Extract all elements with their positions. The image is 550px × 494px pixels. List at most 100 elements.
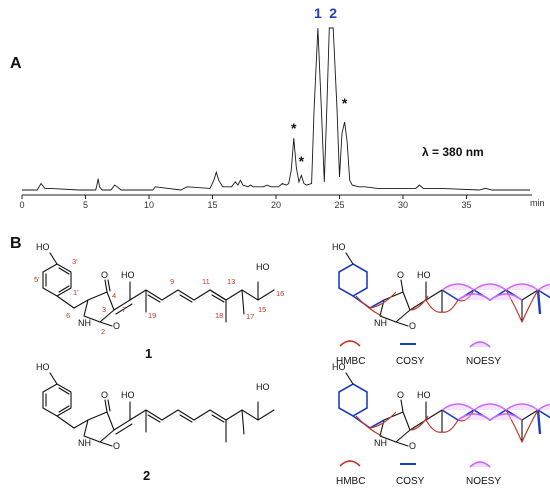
hmbc-arrow (409, 295, 429, 311)
hmbc-arrow (457, 409, 475, 422)
hmbc-arrow (355, 415, 383, 437)
chromatogram: 0 5 10 15 20 25 30 35 min 1 2 * * * λ = 380 nm (19, 5, 544, 210)
num-17: 17 (246, 312, 254, 321)
noesy-arrow (505, 283, 539, 291)
hmbc-arrows-2 (355, 409, 539, 443)
noesy-arrows-1 (441, 283, 550, 301)
hmbc-arrow (441, 419, 459, 433)
noesy-arrow (441, 403, 475, 411)
enol-oh-label-2: HO (121, 390, 135, 400)
hmbc-arrow (409, 415, 429, 431)
hydroxy-label: HO (36, 242, 50, 252)
num-16: 16 (276, 289, 284, 298)
correlation-structure-2: HO NH O O HO HO (332, 362, 550, 451)
legend-hmbc: HMBC (336, 356, 365, 367)
corr2-ho-label: HO (332, 362, 346, 372)
noesy-arrow (457, 413, 491, 421)
corr2-o2-label: O (409, 441, 416, 451)
legend2-cosy: COSY (396, 476, 425, 487)
carbonyl-o-top-2: O (101, 390, 108, 400)
hmbc-legend-symbol-2 (339, 460, 361, 467)
hydroxy-label-2: HO (36, 362, 50, 372)
x-unit: min (530, 198, 545, 208)
x-tick-label: 20 (271, 200, 281, 210)
noesy-arrow (473, 403, 507, 411)
panel-label-b: B (10, 235, 22, 252)
noesy-arrow (441, 283, 475, 291)
compound-2-label: 2 (143, 468, 150, 483)
impurity-marker: * (299, 153, 305, 169)
compound-1-label: 1 (145, 346, 152, 361)
legend2-noesy: NOESY (466, 476, 501, 487)
num-18: 18 (215, 311, 223, 320)
structure-2: HO NH O O HO HO 2 (36, 362, 275, 483)
pyrrolidinedione-ring (83, 291, 115, 323)
corr2-nh-label: NH (374, 438, 387, 448)
hmbc-arrow (441, 299, 459, 313)
structure-1: HO 3' 5' 1' 6 NH O 4 O 3 2 HO 7 19 9 11 … (34, 242, 284, 361)
enol-oh-label: HO (121, 270, 135, 280)
corr1-o1-label: O (397, 270, 404, 280)
legend-1: HMBC COSY NOESY (336, 340, 501, 367)
legend-cosy: COSY (396, 356, 425, 367)
num-1p: 1' (73, 288, 79, 297)
x-tick-label: 30 (398, 200, 408, 210)
carbonyl-o-top: O (101, 270, 108, 280)
phenol-ring-2 (42, 383, 72, 417)
noesy-arrow (473, 283, 507, 291)
nh-label: NH (78, 318, 91, 328)
impurity-marker: * (291, 120, 297, 136)
x-ticks: 0 5 10 15 20 25 30 35 (19, 195, 472, 210)
impurity-marker: * (342, 95, 348, 111)
legend2-hmbc: HMBC (336, 476, 365, 487)
panel-label-a: A (10, 55, 22, 72)
num-5p: 5' (34, 275, 40, 284)
side-oh-label: HO (256, 262, 270, 272)
phenol-ring (42, 263, 72, 297)
num-3: 3 (102, 305, 106, 314)
x-tick-label: 10 (144, 200, 154, 210)
hmbc-arrow (521, 289, 539, 323)
noesy-arrows-2 (441, 403, 550, 421)
num-11: 11 (202, 277, 210, 286)
peak-label-2: 2 (329, 5, 337, 21)
num-13: 13 (227, 277, 235, 286)
hmbc-arrow (369, 411, 397, 429)
side-oh-label-2: HO (256, 382, 270, 392)
corr1-ho-label: HO (332, 242, 346, 252)
corr1-oh-label: HO (417, 270, 431, 280)
legend-2: HMBC COSY NOESY (336, 460, 501, 487)
corr2-oh-label: HO (417, 390, 431, 400)
polyene-chain-2 (129, 409, 275, 421)
nh-label-2: NH (78, 438, 91, 448)
hmbc-arrow (355, 295, 383, 317)
legend-noesy: NOESY (466, 356, 501, 367)
noesy-arrow (457, 293, 491, 301)
num-15: 15 (258, 305, 266, 314)
noesy-arrow (489, 413, 523, 421)
num-19: 19 (148, 311, 156, 320)
x-tick-label: 35 (461, 200, 471, 210)
num-7: 7 (122, 305, 126, 314)
hmbc-arrow (457, 289, 475, 302)
num-2: 2 (101, 327, 105, 336)
peak-labels: 1 2 * * * (291, 5, 348, 169)
hmbc-arrow (521, 409, 539, 443)
chromatogram-trace (22, 27, 530, 191)
hmbc-arrow (425, 419, 443, 433)
x-tick-label: 15 (207, 200, 217, 210)
pyrrolidinedione-ring-2 (83, 411, 115, 443)
carbonyl-o-bottom: O (113, 321, 120, 331)
hmbc-arrows-1 (355, 289, 539, 323)
noesy-arrow (537, 283, 550, 291)
noesy-arrow (537, 403, 550, 411)
num-3p: 3' (72, 257, 78, 266)
noesy-legend-symbol (469, 341, 491, 348)
x-tick-label: 5 (83, 200, 88, 210)
hmbc-legend-symbol (339, 340, 361, 347)
noesy-legend-symbol-2 (469, 461, 491, 468)
peak-label-1: 1 (314, 5, 322, 21)
x-tick-label: 25 (334, 200, 344, 210)
noesy-arrow (505, 403, 539, 411)
